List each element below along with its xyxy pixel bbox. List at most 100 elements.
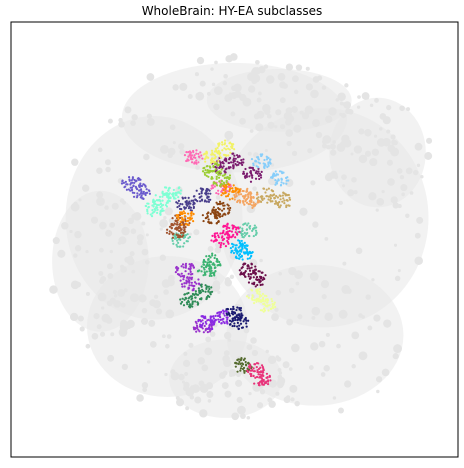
background-point xyxy=(350,152,354,156)
data-point xyxy=(204,329,207,332)
data-point xyxy=(138,177,141,181)
data-point xyxy=(264,164,267,167)
data-point xyxy=(182,304,186,307)
data-point xyxy=(222,153,226,156)
data-point xyxy=(215,201,218,204)
data-point xyxy=(226,318,229,321)
background-point xyxy=(141,248,149,256)
data-point xyxy=(180,208,183,211)
data-point xyxy=(242,158,245,161)
background-point xyxy=(259,258,263,263)
background-point xyxy=(416,216,424,224)
data-point xyxy=(226,190,229,193)
background-point xyxy=(361,315,365,319)
background-point xyxy=(96,197,105,206)
data-point xyxy=(184,226,187,229)
data-point xyxy=(271,305,274,308)
background-point xyxy=(367,325,373,331)
data-point xyxy=(234,361,237,364)
data-point xyxy=(220,165,223,168)
data-point xyxy=(262,187,265,190)
background-point xyxy=(396,168,403,174)
data-point xyxy=(210,187,213,190)
background-point xyxy=(243,327,250,334)
data-point xyxy=(285,205,288,209)
background-point xyxy=(351,331,360,340)
data-point xyxy=(193,281,197,284)
data-point xyxy=(258,287,261,291)
series-cluster xyxy=(246,361,272,387)
data-point xyxy=(130,188,134,191)
data-point xyxy=(177,267,180,270)
data-point xyxy=(254,268,257,271)
background-point xyxy=(351,176,357,183)
data-point xyxy=(176,228,179,231)
data-point xyxy=(178,216,182,219)
background-point xyxy=(230,111,236,117)
data-point xyxy=(246,172,249,175)
data-point xyxy=(209,291,212,294)
background-point xyxy=(165,309,175,319)
background-point xyxy=(364,128,372,137)
data-point xyxy=(208,165,211,168)
data-point xyxy=(221,235,224,238)
data-point xyxy=(256,283,259,287)
data-point xyxy=(244,194,247,198)
data-point xyxy=(179,298,182,301)
data-point xyxy=(211,327,214,331)
data-point xyxy=(176,216,179,219)
data-point xyxy=(250,262,253,265)
background-point xyxy=(267,79,272,84)
data-point xyxy=(216,259,219,262)
background-point xyxy=(105,229,113,237)
data-point xyxy=(137,189,141,192)
background-point xyxy=(124,106,132,114)
data-point xyxy=(175,226,179,229)
data-point xyxy=(257,196,260,199)
background-point xyxy=(179,82,188,91)
background-point xyxy=(266,113,272,119)
data-point xyxy=(264,274,267,277)
data-point xyxy=(199,324,202,327)
data-point xyxy=(182,278,185,281)
data-point xyxy=(220,182,223,185)
data-point xyxy=(146,191,149,194)
background-point xyxy=(71,158,79,166)
data-point xyxy=(228,314,231,317)
data-point xyxy=(208,268,211,271)
background-point xyxy=(247,85,256,93)
data-point xyxy=(147,202,150,205)
data-point xyxy=(189,268,192,271)
data-point xyxy=(200,265,203,268)
data-point xyxy=(173,222,176,225)
data-point xyxy=(217,214,220,217)
data-point xyxy=(150,215,154,218)
data-point xyxy=(282,191,285,195)
background-point xyxy=(191,384,200,393)
background-point xyxy=(308,365,314,370)
background-point xyxy=(142,387,148,393)
data-point xyxy=(217,189,220,192)
data-point xyxy=(276,180,279,183)
data-point xyxy=(165,231,169,234)
background-point xyxy=(293,124,302,133)
data-point xyxy=(257,370,261,374)
data-point xyxy=(198,283,201,286)
data-point xyxy=(161,203,165,207)
data-point xyxy=(190,156,193,160)
data-point xyxy=(249,255,253,258)
data-point xyxy=(234,318,237,322)
data-point xyxy=(225,176,228,180)
data-point xyxy=(285,182,288,185)
background-point xyxy=(285,63,294,71)
background-point xyxy=(228,369,237,377)
background-point xyxy=(283,396,291,404)
background-point xyxy=(110,332,115,337)
data-point xyxy=(140,190,143,193)
series-cluster xyxy=(245,287,277,313)
data-point xyxy=(228,174,232,177)
data-point xyxy=(280,181,283,184)
data-point xyxy=(226,316,229,319)
data-point xyxy=(187,207,191,210)
background-point xyxy=(183,381,190,389)
